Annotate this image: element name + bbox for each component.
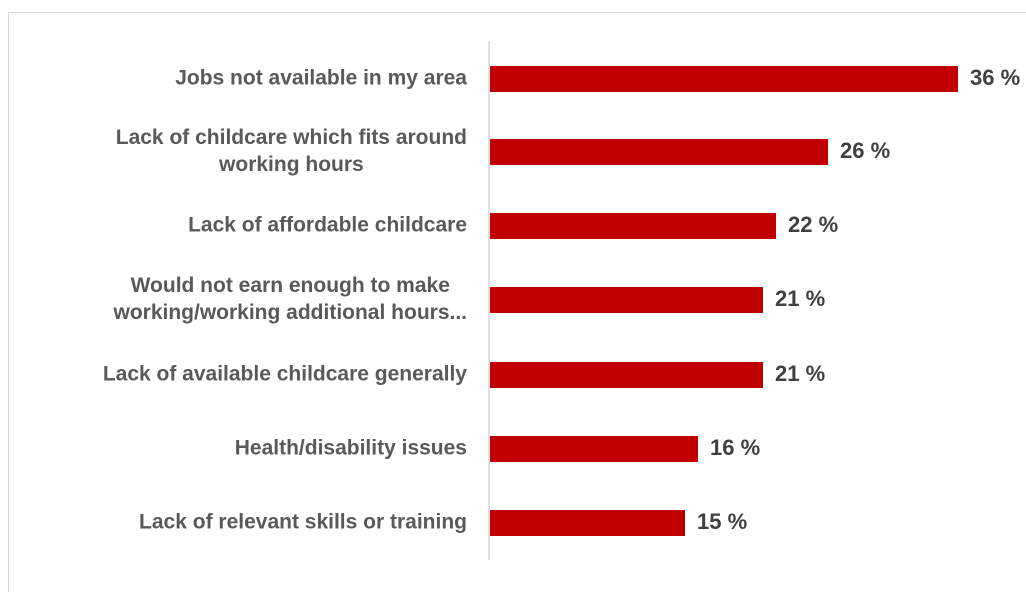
bar-7 xyxy=(490,510,685,536)
value-label-5: 21 % xyxy=(775,361,825,386)
category-label-2-line-1: Lack of childcare which fits around xyxy=(116,126,467,149)
category-label-2: Lack of childcare which fits around worki… xyxy=(116,126,467,176)
category-label-1: Jobs not available in my area xyxy=(175,67,467,90)
category-label-6: Health/disability issues xyxy=(235,437,467,460)
bars-layer xyxy=(490,66,958,536)
category-label-4: Would not earn enough to make working/wor… xyxy=(112,274,467,324)
labels-layer: 36 % Jobs not available in my area 26 % Lac… xyxy=(103,65,1020,534)
bar-chart: 36 % Jobs not available in my area 26 % Lac… xyxy=(103,41,1020,560)
bar-1 xyxy=(490,66,958,92)
bar-5 xyxy=(490,362,763,388)
value-label-4: 21 % xyxy=(775,286,825,311)
category-label-5-line-1: Lack of available childcare generally xyxy=(103,363,467,386)
bar-4 xyxy=(490,287,763,313)
chart-frame xyxy=(8,12,1026,592)
value-label-3: 22 % xyxy=(788,212,838,237)
category-label-2-line-2: working hours xyxy=(218,153,364,176)
bar-3 xyxy=(490,213,776,239)
category-label-5: Lack of available childcare generally xyxy=(103,363,467,386)
category-label-4-line-1: Would not earn enough to make xyxy=(131,274,450,297)
category-label-7-line-1: Lack of relevant skills or training xyxy=(139,511,467,534)
category-label-7: Lack of relevant skills or training xyxy=(139,511,467,534)
value-label-7: 15 % xyxy=(697,509,747,534)
category-label-4-line-2: working/working additional hours... xyxy=(112,301,467,324)
value-label-6: 16 % xyxy=(710,435,760,460)
category-label-3: Lack of affordable childcare xyxy=(188,214,467,237)
bar-2 xyxy=(490,139,828,165)
value-label-2: 26 % xyxy=(840,138,890,163)
category-label-1-line-1: Jobs not available in my area xyxy=(175,67,467,90)
category-label-3-line-1: Lack of affordable childcare xyxy=(188,214,467,237)
bar-6 xyxy=(490,436,698,462)
value-label-1: 36 % xyxy=(970,65,1020,90)
category-label-6-line-1: Health/disability issues xyxy=(235,437,467,460)
